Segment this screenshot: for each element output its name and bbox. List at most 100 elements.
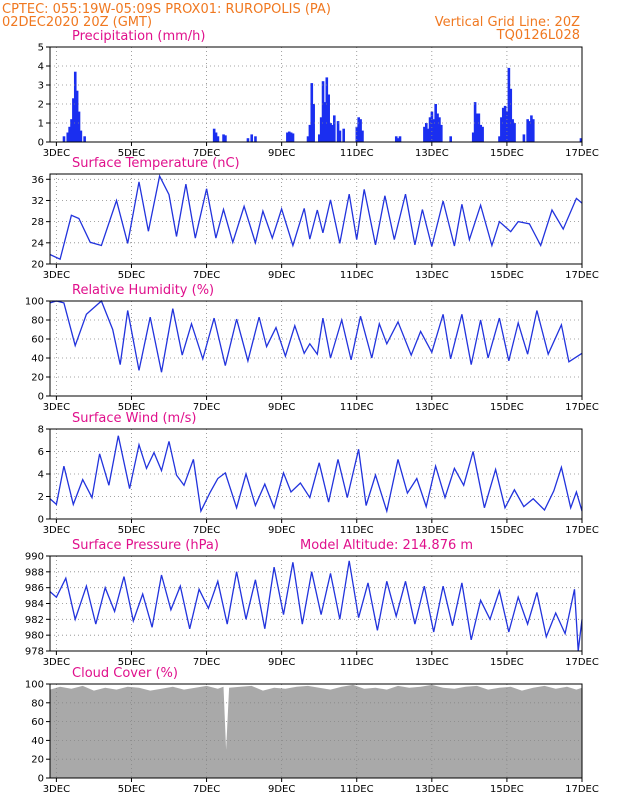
precip-bar: [355, 126, 359, 142]
precip-bar: [321, 81, 325, 142]
precip-bar: [323, 102, 327, 142]
x-tick-label: 13DEC: [415, 525, 449, 536]
y-tick-label: 32: [31, 196, 44, 207]
precip-bar: [361, 130, 364, 142]
x-tick-label: 9DEC: [268, 525, 295, 536]
precip-bar: [66, 132, 70, 142]
precip-bar: [75, 90, 79, 142]
panel-title: Precipitation (mm/h): [72, 29, 205, 44]
x-tick-label: 3DEC: [43, 657, 70, 668]
series-line: [49, 435, 583, 514]
precip-bar: [479, 124, 483, 142]
precip-bar: [287, 131, 291, 142]
precip-bar: [254, 136, 257, 142]
y-tick-label: 60: [31, 717, 44, 728]
y-tick-label: 100: [25, 680, 44, 691]
x-tick-label: 13DEC: [415, 402, 449, 413]
x-tick-label: 3DEC: [43, 270, 70, 281]
panel-6: 0 20 40 60 80 100 3DEC 5DEC 7DEC 9DEC 11DEC 13DEC 15…: [25, 666, 599, 795]
x-tick-label: 15DEC: [490, 657, 524, 668]
precip-bar: [83, 136, 86, 142]
y-tick-label: 0: [38, 138, 44, 149]
precip-bar: [308, 124, 312, 142]
precip-bar: [333, 115, 336, 142]
y-tick-label: 4: [38, 62, 44, 73]
precip-bar: [286, 132, 289, 142]
y-tick-label: 4: [38, 470, 44, 481]
y-tick-label: 28: [31, 217, 44, 228]
y-tick-label: 982: [25, 615, 44, 626]
y-tick-label: 2: [38, 492, 44, 503]
precip-bar: [428, 117, 432, 142]
header-run-date: 02DEC2020 20Z (GMT): [2, 15, 152, 30]
x-tick-label: 7DEC: [193, 657, 220, 668]
x-tick-label: 11DEC: [340, 525, 374, 536]
x-tick-label: 11DEC: [340, 402, 374, 413]
precip-bar: [501, 107, 505, 142]
series-line: [49, 299, 583, 373]
x-tick-label: 17DEC: [565, 402, 599, 413]
y-tick-label: 8: [38, 425, 44, 436]
x-tick-label: 15DEC: [490, 784, 524, 795]
y-tick-label: 20: [31, 755, 44, 766]
y-tick-label: 40: [31, 354, 44, 365]
y-tick-label: 0: [38, 392, 44, 403]
x-tick-label: 9DEC: [268, 784, 295, 795]
x-tick-label: 15DEC: [490, 402, 524, 413]
panel-2: 20 24 28 32 36 3DEC 5DEC 7DEC 9DEC 11DEC 13DEC 15DE…: [31, 156, 599, 281]
x-tick-label: 5DEC: [118, 270, 145, 281]
precip-bar: [291, 133, 295, 142]
header-location: CPTEC: 055:19W-05:09S PROX01: RUROPOLIS …: [2, 2, 331, 17]
precip-bar: [62, 136, 66, 142]
precip-bar: [68, 126, 71, 142]
x-tick-label: 13DEC: [415, 148, 449, 159]
x-tick-label: 15DEC: [490, 525, 524, 536]
precip-bar: [224, 135, 227, 142]
panel-4: 0 2 4 6 8 3DEC 5DEC 7DEC 9DEC 11DEC 13DEC 15DEC 17DE…: [38, 411, 599, 536]
x-tick-label: 13DEC: [415, 784, 449, 795]
panel-title: Surface Pressure (hPa): [72, 538, 219, 553]
x-tick-label: 13DEC: [415, 270, 449, 281]
chart-panels: 0 1 2 3 4 5 3DEC 5DEC 7DEC 9DEC 11DEC 13DEC 15DEC 17D…: [25, 29, 599, 795]
precip-bar: [511, 119, 514, 142]
series-line: [49, 174, 583, 261]
precip-bar: [513, 123, 516, 142]
x-tick-label: 7DEC: [193, 402, 220, 413]
y-tick-label: 990: [25, 552, 44, 563]
precip-bar: [526, 119, 529, 142]
x-tick-label: 3DEC: [43, 402, 70, 413]
panel-5: 978 980 982 984 986 988 990 3DEC 5DEC 7DEC 9DEC 11D…: [25, 538, 599, 668]
y-tick-label: 988: [25, 567, 44, 578]
x-tick-label: 11DEC: [340, 270, 374, 281]
precip-bar: [310, 83, 314, 142]
plot-frame: [49, 46, 583, 143]
precip-bar: [438, 117, 441, 142]
precip-bar: [398, 136, 402, 142]
precip-bar: [394, 136, 398, 142]
precip-bar: [329, 123, 332, 142]
y-tick-label: 984: [25, 599, 44, 610]
precip-bar: [432, 119, 436, 142]
precip-bar: [503, 105, 507, 142]
y-tick-label: 40: [31, 736, 44, 747]
y-tick-label: 0: [38, 774, 44, 785]
precip-bar: [430, 111, 434, 142]
y-tick-label: 980: [25, 631, 44, 642]
y-tick-label: 978: [25, 647, 44, 658]
panel-3: 0 20 40 60 80 100 3DEC 5DEC 7DEC 9DEC 11DEC 13DEC 15…: [25, 283, 599, 413]
panel-title: Surface Wind (m/s): [72, 411, 196, 426]
x-tick-label: 7DEC: [193, 270, 220, 281]
precip-bar: [222, 134, 225, 142]
plot-frame: [49, 683, 583, 779]
precip-bar: [440, 124, 443, 142]
precip-bar: [246, 138, 250, 142]
cloud-cover-area: [50, 684, 582, 778]
precip-bar: [507, 67, 511, 142]
y-tick-label: 36: [31, 175, 44, 186]
x-tick-label: 17DEC: [565, 148, 599, 159]
y-tick-label: 80: [31, 698, 44, 709]
x-tick-label: 9DEC: [268, 148, 295, 159]
x-tick-label: 7DEC: [193, 148, 220, 159]
plot-frame: [49, 173, 583, 265]
